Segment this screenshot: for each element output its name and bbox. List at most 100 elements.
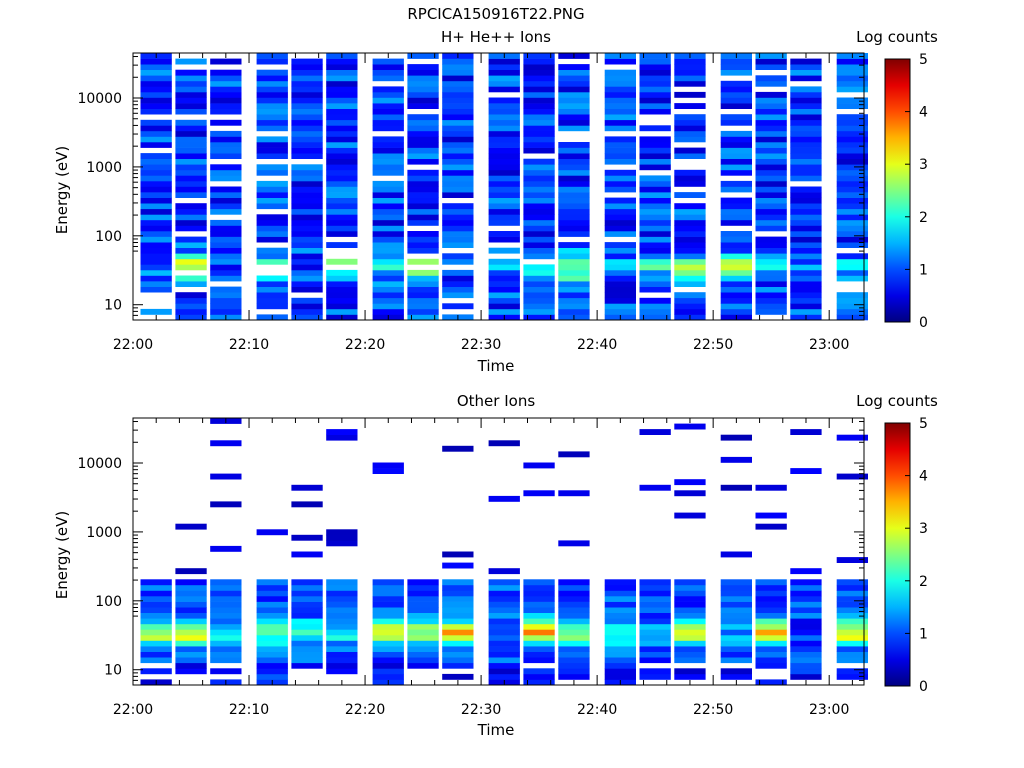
heatmap-cell: [442, 114, 474, 121]
heatmap-cell: [836, 208, 868, 215]
heatmap-cell: [523, 164, 555, 171]
heatmap-cell: [442, 303, 474, 310]
heatmap-cell: [372, 247, 404, 254]
heatmap-cell: [372, 673, 404, 680]
heatmap-cell: [558, 147, 590, 154]
heatmap-cell: [256, 225, 288, 232]
heatmap-cell: [604, 275, 636, 282]
heatmap-cell: [604, 86, 636, 93]
heatmap-cell: [488, 153, 520, 159]
heatmap-cell: [604, 651, 636, 658]
heatmap-cells: [140, 53, 868, 321]
heatmap-cell: [326, 80, 358, 87]
heatmap-cell: [291, 612, 323, 619]
heatmap-cell: [790, 264, 822, 271]
x-tick-label: 22:30: [461, 337, 501, 353]
heatmap-cell: [836, 64, 868, 70]
heatmap-cell: [407, 247, 439, 254]
heatmap-cell: [326, 579, 358, 586]
heatmap-cell: [790, 108, 822, 115]
heatmap-cell: [558, 125, 590, 132]
heatmap-cell: [140, 119, 172, 126]
heatmap-cell: [175, 623, 207, 630]
heatmap-cell: [291, 64, 323, 70]
heatmap-cell: [372, 136, 404, 143]
heatmap-cell: [604, 203, 636, 210]
heatmap-cell: [372, 242, 404, 248]
heatmap-cell: [210, 147, 242, 154]
heatmap-cell: [720, 623, 752, 630]
heatmap-cell: [558, 612, 590, 619]
heatmap-cell: [442, 445, 474, 452]
heatmap-cell: [639, 590, 671, 597]
heatmap-cell: [523, 269, 555, 276]
heatmap-cell: [790, 623, 822, 630]
heatmap-cell: [488, 108, 520, 115]
heatmap-cell: [442, 97, 474, 104]
heatmap-cell: [790, 142, 822, 148]
heatmap-cell: [790, 75, 822, 82]
heatmap-cell: [720, 58, 752, 65]
heatmap-cell: [326, 64, 358, 70]
heatmap-cell: [790, 568, 822, 575]
heatmap-cell: [256, 292, 288, 299]
heatmap-cell: [407, 186, 439, 193]
heatmap-cell: [674, 512, 706, 519]
heatmap-cell: [488, 197, 520, 204]
heatmap-cell: [442, 623, 474, 630]
heatmap-cell: [372, 258, 404, 265]
heatmap-cell: [291, 314, 323, 321]
heatmap-cell: [755, 612, 787, 619]
heatmap-cell: [790, 203, 822, 210]
heatmap-cell: [210, 618, 242, 625]
heatmap-cell: [523, 231, 555, 237]
heatmap-cell: [175, 153, 207, 159]
heatmap-cell: [442, 258, 474, 265]
heatmap-cell: [326, 58, 358, 65]
heatmap-cell: [488, 668, 520, 675]
heatmap-cell: [755, 153, 787, 159]
x-tick-label: 23:00: [809, 702, 849, 718]
heatmap-cell: [326, 618, 358, 625]
heatmap-cell: [442, 612, 474, 619]
heatmap-cell: [488, 214, 520, 221]
heatmap-cell: [639, 618, 671, 625]
x-tick-label: 22:50: [693, 337, 733, 353]
heatmap-cell: [604, 208, 636, 215]
heatmap-cell: [256, 618, 288, 625]
heatmap-cell: [604, 119, 636, 126]
heatmap-cell: [140, 136, 172, 143]
heatmap-cell: [836, 308, 868, 315]
heatmap-cell: [140, 175, 172, 182]
heatmap-cell: [720, 590, 752, 597]
heatmap-cell: [755, 286, 787, 293]
heatmap-cell: [720, 584, 752, 591]
heatmap-cell: [523, 136, 555, 143]
heatmap-cell: [175, 58, 207, 65]
heatmap-cell: [256, 164, 288, 171]
heatmap-cell: [523, 197, 555, 204]
heatmap-cell: [140, 584, 172, 591]
heatmap-cell: [558, 114, 590, 121]
heatmap-cell: [291, 153, 323, 159]
heatmap-cell: [558, 119, 590, 126]
heatmap-cell: [256, 142, 288, 148]
heatmap-cell: [256, 169, 288, 176]
heatmap-cell: [175, 75, 207, 82]
heatmap-cell: [488, 169, 520, 176]
heatmap-cell: [442, 640, 474, 647]
heatmap-cell: [326, 136, 358, 143]
heatmap-cell: [674, 657, 706, 664]
heatmap-cell: [604, 197, 636, 204]
heatmap-cell: [836, 297, 868, 304]
heatmap-cell: [639, 629, 671, 636]
heatmap-cell: [639, 231, 671, 237]
heatmap-cell: [140, 629, 172, 636]
heatmap-cell: [523, 169, 555, 176]
heatmap-cell: [488, 612, 520, 619]
heatmap-cell: [488, 186, 520, 193]
heatmap-cell: [210, 596, 242, 602]
heatmap-cell: [407, 297, 439, 304]
heatmap-cell: [604, 114, 636, 121]
heatmap-cell: [523, 584, 555, 591]
